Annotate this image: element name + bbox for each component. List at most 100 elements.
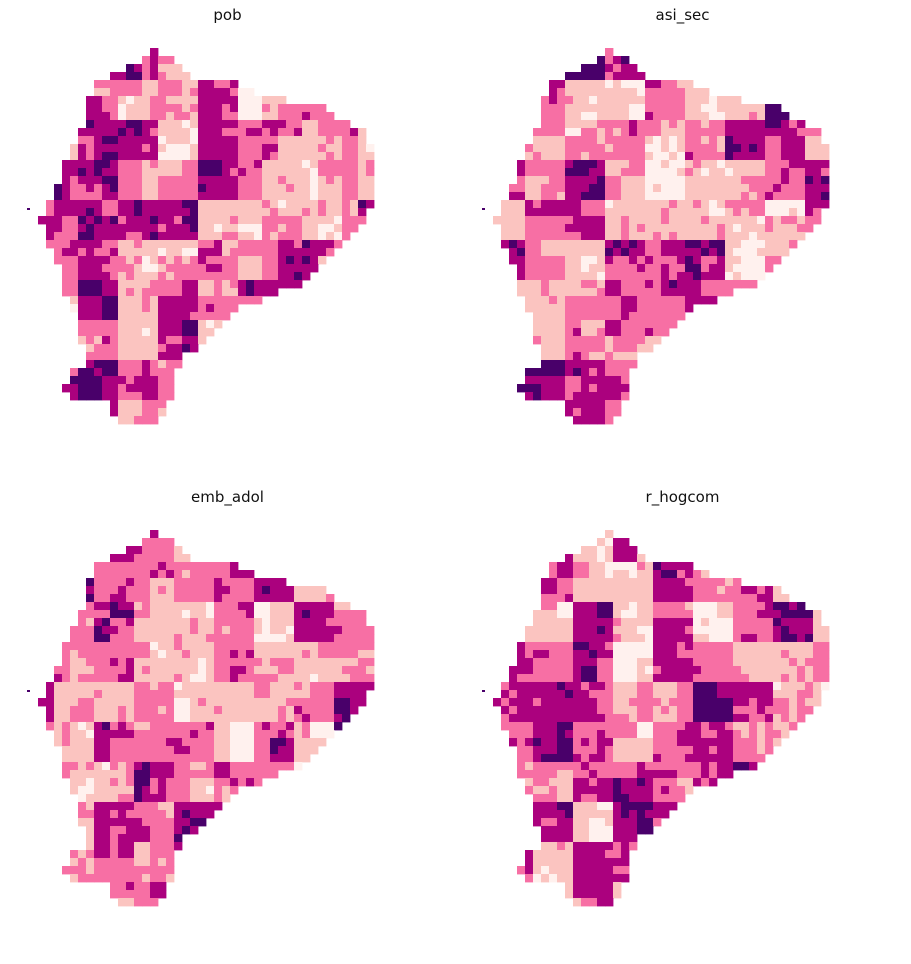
map-region [94, 136, 103, 145]
map-region [150, 56, 159, 65]
map-region [573, 682, 582, 691]
map-region [741, 280, 750, 289]
map-region [142, 898, 151, 907]
map-region [629, 320, 638, 329]
map-region [541, 272, 550, 281]
map-region [581, 248, 590, 257]
map-region [821, 144, 830, 153]
map-region [677, 144, 686, 153]
map-region [254, 112, 263, 121]
map-region [541, 674, 550, 683]
map-region [222, 136, 231, 145]
map-region [733, 240, 742, 249]
map-region [110, 256, 119, 265]
map-region [182, 120, 191, 129]
map-region [230, 272, 239, 281]
map-region [653, 714, 662, 723]
map-region [174, 690, 183, 699]
map-region [781, 168, 790, 177]
map-region [573, 858, 582, 867]
map-region [238, 690, 247, 699]
map-region [262, 690, 271, 699]
map-region [350, 152, 359, 161]
map-region [142, 232, 151, 241]
map-region [62, 866, 71, 875]
map-region [134, 144, 143, 153]
map-region [238, 144, 247, 153]
map-region [118, 714, 127, 723]
map-region [214, 176, 223, 185]
map-region [557, 746, 566, 755]
map-region [573, 336, 582, 345]
map-region [190, 818, 199, 827]
map-region [294, 730, 303, 739]
map-region [533, 232, 542, 241]
map-region [565, 746, 574, 755]
map-region [94, 80, 103, 89]
map-region [493, 216, 502, 225]
map-region [509, 730, 518, 739]
map-region [525, 248, 534, 257]
map-region [142, 384, 151, 393]
map-region [110, 80, 119, 89]
map-region [565, 296, 574, 305]
map-region [765, 698, 774, 707]
map-region [302, 264, 311, 273]
map-region [653, 88, 662, 97]
map-region [557, 320, 566, 329]
map-region [581, 96, 590, 105]
map-region [198, 240, 207, 249]
map-region [613, 594, 622, 603]
map-region [238, 594, 247, 603]
map-region [653, 144, 662, 153]
map-region [645, 594, 654, 603]
map-region [246, 626, 255, 635]
map-region [557, 818, 566, 827]
map-region [733, 634, 742, 643]
map-region [150, 570, 159, 579]
map-region [597, 898, 606, 907]
map-region [126, 650, 135, 659]
map-region [589, 562, 598, 571]
map-region [581, 578, 590, 587]
map-region [294, 610, 303, 619]
map-region [517, 690, 526, 699]
map-region [653, 698, 662, 707]
map-region [589, 312, 598, 321]
map-region [222, 666, 231, 675]
map-region [613, 650, 622, 659]
map-region [581, 168, 590, 177]
map-region [549, 256, 558, 265]
map-region [214, 160, 223, 169]
map-region [757, 192, 766, 201]
map-region [142, 770, 151, 779]
map-region [238, 224, 247, 233]
map-region [725, 770, 734, 779]
map-region [709, 602, 718, 611]
map-region [86, 578, 95, 587]
map-region [342, 698, 351, 707]
map-region [645, 280, 654, 289]
map-region [613, 746, 622, 755]
map-region [773, 674, 782, 683]
map-region [597, 80, 606, 89]
map-region [86, 722, 95, 731]
map-region [781, 626, 790, 635]
map-region [541, 208, 550, 217]
map-region [238, 762, 247, 771]
map-region [94, 650, 103, 659]
map-region [557, 658, 566, 667]
map-region [781, 152, 790, 161]
map-region [573, 416, 582, 425]
map-region [733, 280, 742, 289]
map-region [166, 794, 175, 803]
map-region [701, 770, 710, 779]
map-region [254, 192, 263, 201]
map-region [286, 618, 295, 627]
map-region [190, 168, 199, 177]
map-region [118, 96, 127, 105]
map-region [653, 730, 662, 739]
map-region [693, 200, 702, 209]
map-region [637, 618, 646, 627]
map-region [741, 642, 750, 651]
